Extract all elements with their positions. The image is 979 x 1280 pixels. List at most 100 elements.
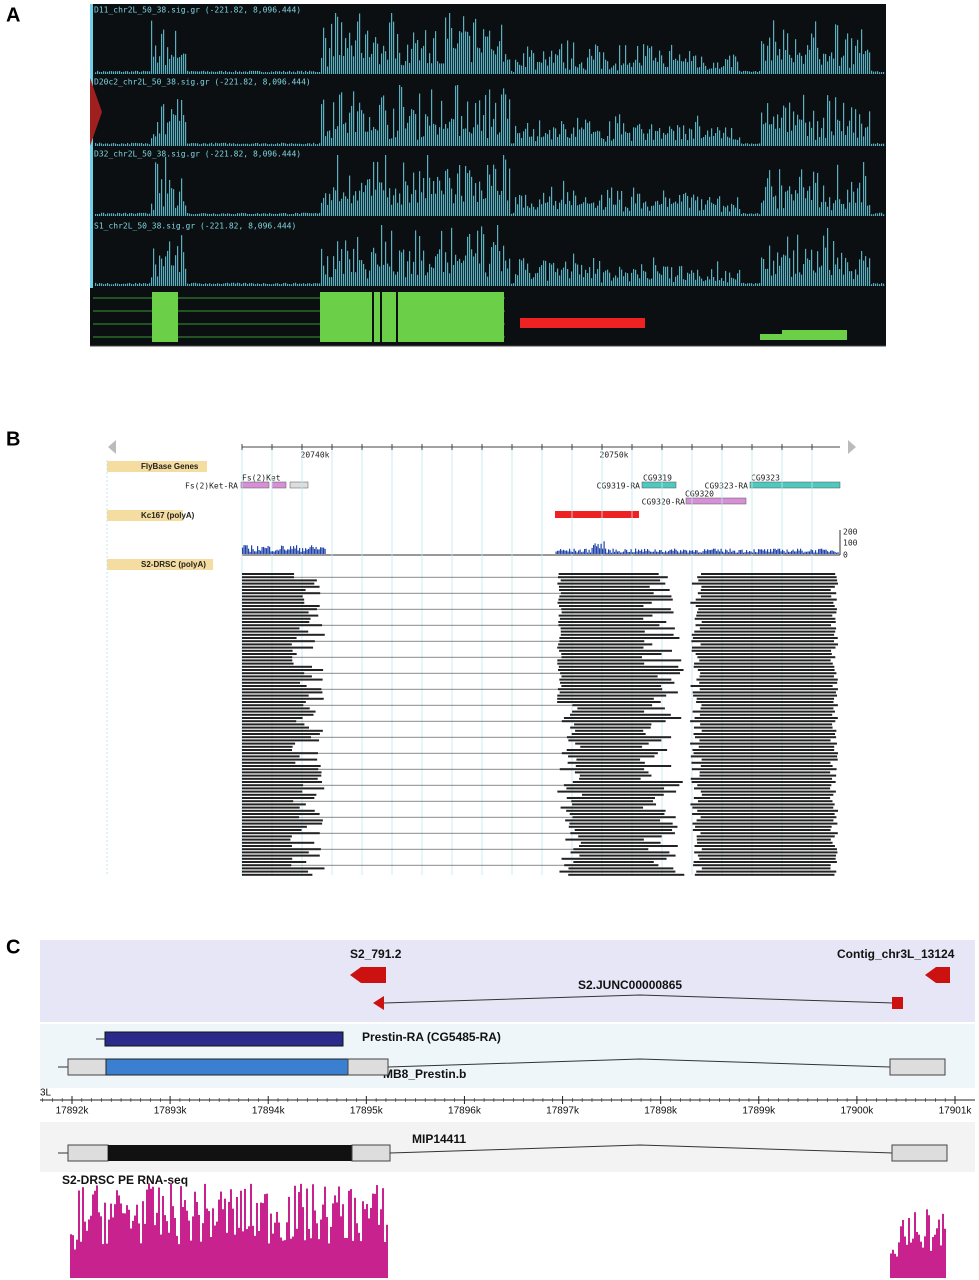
- signal-bar: [695, 200, 697, 216]
- read: [242, 704, 304, 707]
- nav[interactable]: [108, 440, 116, 454]
- signal-bar: [881, 283, 883, 286]
- coverage-bar: [88, 1219, 90, 1278]
- signal-bar: [817, 47, 819, 74]
- signal-bar: [405, 128, 407, 146]
- signal-bar: [337, 126, 339, 146]
- signal-bar: [585, 269, 587, 286]
- signal-bar: [579, 129, 581, 146]
- read: [242, 598, 305, 601]
- signal-bar: [377, 161, 379, 216]
- signal-bar: [713, 203, 715, 216]
- read: [696, 701, 834, 703]
- signal-bar: [309, 70, 311, 74]
- signal-bar: [723, 66, 725, 74]
- signal-bar: [209, 213, 211, 216]
- read: [698, 745, 835, 748]
- axis-label: 17899k: [742, 1106, 776, 1117]
- signal-bar: [703, 136, 705, 146]
- signal-bar: [141, 284, 143, 286]
- signal-bar: [105, 71, 107, 74]
- signal-bar: [315, 71, 317, 74]
- scale-label: 100: [843, 539, 858, 548]
- signal-bar: [349, 175, 351, 216]
- coverage-bar: [774, 548, 776, 554]
- coverage-bar: [360, 1241, 362, 1278]
- read: [570, 851, 670, 854]
- coverage-bar: [822, 549, 824, 554]
- signal-bar: [487, 164, 489, 216]
- signal-bar: [241, 143, 243, 146]
- read: [557, 694, 667, 697]
- signal-bar: [189, 284, 191, 286]
- read: [694, 617, 836, 620]
- signal-bar: [569, 137, 571, 146]
- coverage-bar: [248, 548, 250, 554]
- coverage-bar: [116, 1190, 118, 1278]
- signal-bar: [159, 255, 161, 286]
- signal-bar: [629, 281, 631, 286]
- coverage-bar: [168, 1232, 170, 1278]
- read: [700, 723, 833, 726]
- signal-bar: [441, 100, 443, 146]
- signal-bar: [639, 62, 641, 74]
- signal-bar: [543, 192, 545, 216]
- coverage-bar: [148, 1183, 150, 1278]
- signal-bar: [809, 186, 811, 216]
- signal-bar: [425, 30, 427, 74]
- signal-bar: [471, 249, 473, 286]
- signal-bar: [331, 277, 333, 286]
- track-header: [107, 461, 207, 472]
- signal-bar: [801, 274, 803, 286]
- signal-bar: [351, 203, 353, 216]
- nav[interactable]: [848, 440, 856, 454]
- signal-bar: [387, 59, 389, 74]
- signal-bar: [133, 213, 135, 216]
- gene-label: CG9320-RA: [642, 498, 686, 507]
- signal-bar: [493, 118, 495, 146]
- signal-bar: [683, 61, 685, 74]
- coverage-bar: [920, 1241, 922, 1278]
- coverage-bar: [258, 1230, 260, 1278]
- coverage-bar: [743, 552, 745, 554]
- signal-bar: [403, 162, 405, 216]
- coverage-bar: [348, 1190, 350, 1278]
- signal-bar: [223, 213, 225, 216]
- signal-bar: [745, 283, 747, 286]
- signal-bar: [181, 54, 183, 74]
- signal-bar: [301, 70, 303, 74]
- coverage-bar: [309, 547, 311, 554]
- signal-bar: [149, 213, 151, 216]
- signal-bar: [637, 45, 639, 74]
- signal-bar: [759, 214, 761, 216]
- signal-bar: [703, 62, 705, 74]
- signal-bar: [481, 130, 483, 146]
- signal-bar: [469, 132, 471, 146]
- signal-bar: [211, 71, 213, 74]
- signal-bar: [155, 45, 157, 74]
- read: [242, 717, 303, 719]
- signal-bar: [457, 43, 459, 74]
- signal-bar: [605, 141, 607, 146]
- signal-bar: [645, 139, 647, 146]
- coverage-bar: [248, 1226, 250, 1278]
- coverage-bar: [767, 549, 769, 554]
- signal-bar: [535, 273, 537, 286]
- signal-bar: [837, 119, 839, 146]
- signal-bar: [807, 45, 809, 74]
- signal-bar: [517, 204, 519, 216]
- signal-bar: [179, 271, 181, 286]
- signal-bar: [751, 283, 753, 286]
- signal-bar: [203, 284, 205, 286]
- read: [691, 761, 831, 764]
- signal-bar: [771, 124, 773, 146]
- signal-bar: [409, 62, 411, 74]
- signal-bar: [847, 33, 849, 74]
- coverage-bar: [92, 1194, 94, 1278]
- signal-bar: [323, 265, 325, 286]
- axis-label: 17901k: [939, 1106, 973, 1117]
- coverage-bar: [242, 547, 244, 554]
- signal-bar: [871, 214, 873, 216]
- read: [557, 701, 661, 703]
- signal-bar: [543, 260, 545, 286]
